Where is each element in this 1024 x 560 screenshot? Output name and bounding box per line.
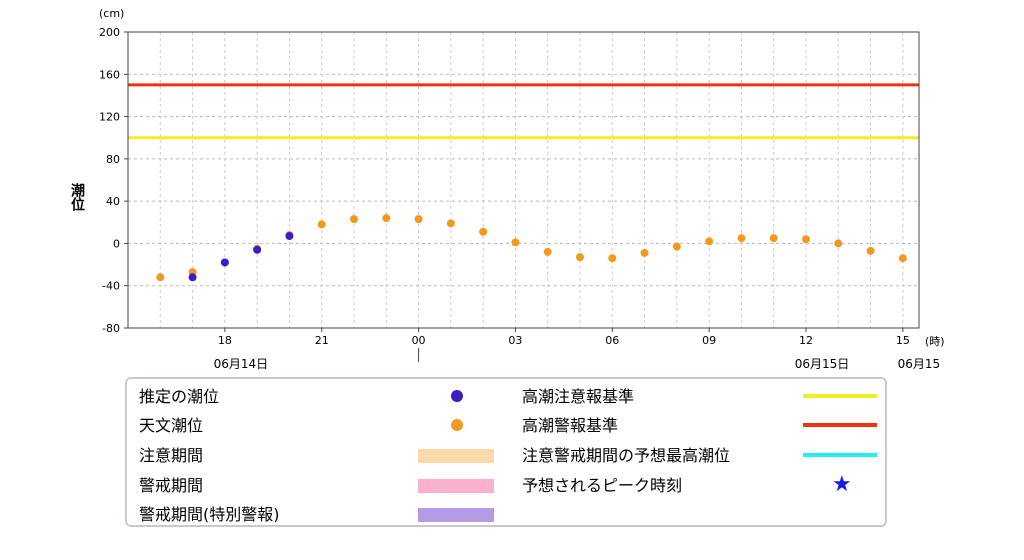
warning-period-swatch <box>418 479 494 493</box>
legend-label-warning-period: 警戒期間 <box>139 476 204 495</box>
tide-chart: -80 -40 0 40 80 120 160 200 18 21 00 03 06 09 12 15 06… <box>69 7 945 371</box>
data-point <box>802 235 810 244</box>
y-tick-label: 200 <box>99 26 120 39</box>
data-point <box>220 258 229 267</box>
legend: 推定の潮位 天文潮位 注意期間 警戒期間 警戒期間(特別警報) 高潮注意報基準 … <box>125 377 887 527</box>
legend-label-warning-level: 高潮警報基準 <box>522 416 619 435</box>
x-tick-label: 00 <box>412 334 426 347</box>
date-labels: 06月14日 06月15日 06月15 <box>214 357 941 371</box>
predicted-max-line <box>803 453 877 457</box>
data-point <box>285 232 294 241</box>
x-tick-label: 12 <box>799 334 813 347</box>
y-tick-label: 160 <box>99 68 120 81</box>
data-point <box>640 248 649 257</box>
data-point <box>317 220 326 229</box>
y-axis-title: 潮位 <box>69 182 85 212</box>
legend-label-estimated: 推定の潮位 <box>139 387 220 406</box>
plot-frame <box>127 31 920 329</box>
data-point <box>543 247 552 256</box>
legend-label-advisory-level: 高潮注意報基準 <box>522 387 635 406</box>
data-point <box>446 219 455 228</box>
y-tick-label: 40 <box>106 195 120 208</box>
legend-label-predicted-max: 注意警戒期間の予想最高潮位 <box>522 446 731 465</box>
astronomical-marker-icon <box>451 419 463 431</box>
data-points <box>156 214 907 282</box>
legend-label-caution-period: 注意期間 <box>139 446 204 465</box>
y-unit-label: (cm) <box>99 7 124 20</box>
star-icon: ★ <box>832 472 852 497</box>
data-point <box>608 254 617 263</box>
legend-label-astronomical: 天文潮位 <box>139 416 204 435</box>
data-point <box>253 245 262 254</box>
y-tick-label: 120 <box>99 111 120 124</box>
data-point <box>156 273 165 282</box>
data-point <box>866 246 875 255</box>
y-tick-label: 80 <box>106 153 120 166</box>
legend-label-special-warning-period: 警戒期間(特別警報) <box>139 505 280 524</box>
y-tick-label: -40 <box>102 280 120 293</box>
x-axis-ticks: 18 21 00 03 06 09 12 15 <box>218 328 910 362</box>
data-point <box>898 254 907 263</box>
y-axis-ticks: -80 -40 0 40 80 120 160 200 <box>99 26 128 335</box>
data-point <box>705 237 714 246</box>
estimated-marker-icon <box>451 390 463 402</box>
data-point <box>188 273 197 282</box>
x-tick-label: 09 <box>702 334 716 347</box>
x-tick-label: 15 <box>896 334 910 347</box>
special-warning-period-swatch <box>418 508 494 522</box>
data-point <box>737 234 746 243</box>
date-label: 06月14日 <box>214 357 269 371</box>
x-tick-label: 21 <box>315 334 329 347</box>
x-unit-label: (時) <box>925 335 945 348</box>
y-tick-label: -80 <box>102 322 120 335</box>
warning-level-line <box>803 423 877 427</box>
data-point <box>382 214 391 223</box>
legend-label-peak-time: 予想されるピーク時刻 <box>522 476 683 495</box>
data-point <box>414 215 423 224</box>
data-point <box>479 227 488 236</box>
grid-lines <box>127 32 919 328</box>
data-point <box>769 234 778 243</box>
advisory-level-line <box>803 394 877 398</box>
date-label: 06月15 <box>898 357 941 371</box>
data-point <box>350 215 358 224</box>
data-point <box>672 242 681 251</box>
x-tick-label: 18 <box>218 334 232 347</box>
data-point <box>511 238 520 247</box>
threshold-lines <box>128 83 919 140</box>
caution-period-swatch <box>418 449 494 463</box>
date-label: 06月15日 <box>795 357 850 371</box>
data-point <box>834 239 843 248</box>
x-tick-label: 06 <box>605 334 619 347</box>
x-tick-label: 03 <box>508 334 522 347</box>
data-point <box>576 253 584 262</box>
y-tick-label: 0 <box>113 237 120 250</box>
